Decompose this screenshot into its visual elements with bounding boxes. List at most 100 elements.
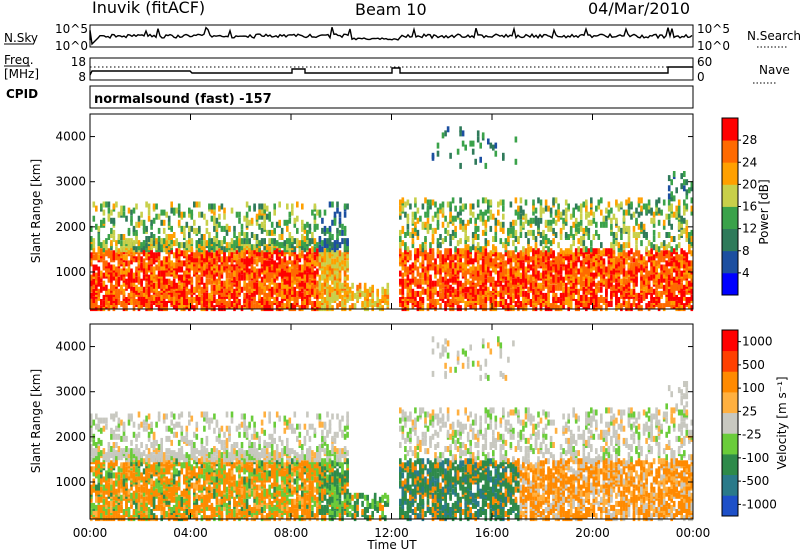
power-range-cell bbox=[117, 248, 121, 255]
power-range-cell bbox=[308, 272, 312, 279]
power-range-cell bbox=[120, 274, 123, 281]
power-range-cell bbox=[338, 260, 342, 267]
power-range-cell bbox=[665, 213, 668, 220]
power-range-cell bbox=[213, 242, 216, 249]
power-range-cell bbox=[474, 250, 477, 257]
power-range-cell bbox=[481, 197, 485, 204]
power-range-cell bbox=[112, 217, 116, 224]
power-range-cell bbox=[338, 211, 342, 218]
power-range-cell bbox=[429, 288, 432, 295]
power-range-cell bbox=[569, 262, 573, 269]
power-range-cell bbox=[517, 268, 520, 275]
power-range-cell bbox=[587, 219, 591, 226]
power-range-cell bbox=[150, 232, 153, 238]
power-range-cell bbox=[291, 203, 294, 210]
power-range-cell bbox=[690, 305, 694, 312]
power-range-cell bbox=[585, 205, 588, 212]
power-range-cell bbox=[436, 207, 440, 214]
power-range-cell bbox=[215, 278, 219, 285]
velocity-range-cell bbox=[100, 511, 103, 517]
power-range-cell bbox=[270, 238, 274, 245]
power-range-cell bbox=[328, 225, 332, 232]
power-range-cell bbox=[250, 256, 254, 263]
power-range-cell bbox=[130, 274, 133, 281]
velocity-range-cell bbox=[90, 466, 93, 473]
power-range-cell bbox=[507, 236, 510, 242]
velocity-range-cell bbox=[102, 484, 106, 491]
power-range-cell bbox=[487, 207, 490, 214]
power-range-cell bbox=[637, 262, 641, 269]
power-range-cell bbox=[642, 227, 646, 234]
power-range-cell bbox=[600, 242, 603, 249]
power-range-cell bbox=[220, 272, 224, 279]
power-range-cell bbox=[481, 219, 485, 226]
power-range-cell bbox=[667, 274, 671, 281]
power-range-cell bbox=[564, 299, 568, 305]
power-range-cell bbox=[193, 264, 196, 271]
power-range-cell bbox=[243, 215, 246, 222]
power-range-cell bbox=[683, 199, 686, 206]
power-range-cell bbox=[190, 238, 194, 245]
power-range-cell bbox=[291, 236, 294, 242]
power-range-cell bbox=[547, 254, 550, 261]
velocity-range-cell bbox=[102, 492, 106, 499]
power-range-cell bbox=[507, 240, 510, 247]
power-range-cell bbox=[554, 266, 558, 273]
power-range-cell bbox=[278, 234, 281, 240]
power-range-cell bbox=[160, 219, 163, 226]
power-range-cell bbox=[333, 211, 337, 218]
power-range-cell bbox=[298, 252, 302, 259]
velocity-range-cell bbox=[112, 433, 116, 440]
power-range-cell bbox=[582, 234, 586, 240]
power-range-cell bbox=[476, 234, 480, 240]
power-range-cell bbox=[102, 280, 106, 287]
power-range-cell bbox=[233, 305, 236, 312]
power-range-cell bbox=[122, 205, 126, 212]
power-range-cell bbox=[162, 301, 166, 307]
power-range-cell bbox=[487, 252, 490, 259]
power-range-cell bbox=[263, 276, 266, 283]
power-range-cell bbox=[569, 299, 573, 305]
power-range-cell bbox=[479, 264, 482, 271]
power-range-cell bbox=[504, 250, 508, 257]
power-range-cell bbox=[313, 282, 317, 289]
power-range-cell bbox=[132, 305, 136, 312]
power-range-cell bbox=[497, 252, 500, 259]
power-range-cell bbox=[100, 219, 103, 226]
power-range-cell bbox=[499, 225, 503, 232]
power-range-cell bbox=[245, 299, 249, 305]
power-range-cell bbox=[469, 280, 472, 287]
power-range-cell bbox=[233, 254, 236, 261]
power-range-cell bbox=[323, 238, 327, 245]
power-range-cell bbox=[542, 301, 545, 307]
power-range-cell bbox=[298, 284, 302, 291]
power-range-cell bbox=[419, 244, 422, 251]
power-range-cell bbox=[592, 280, 596, 287]
power-range-cell bbox=[441, 282, 445, 289]
power-range-cell bbox=[667, 268, 671, 275]
power-range-cell bbox=[640, 268, 643, 275]
power-range-cell bbox=[441, 258, 445, 265]
velocity-range-cell bbox=[100, 496, 103, 503]
power-range-cell bbox=[657, 232, 661, 238]
velocity-range-cell bbox=[107, 442, 111, 448]
velocity-range-cell bbox=[105, 456, 108, 463]
power-range-cell bbox=[230, 286, 234, 293]
power-range-cell bbox=[509, 299, 513, 305]
power-range-cell bbox=[504, 238, 508, 245]
power-range-cell bbox=[499, 221, 503, 228]
power-range-cell bbox=[444, 215, 447, 222]
power-range-cell bbox=[471, 244, 475, 251]
power-range-cell bbox=[677, 254, 681, 261]
power-range-cell bbox=[100, 299, 103, 305]
power-range-cell bbox=[336, 256, 339, 263]
power-range-cell bbox=[519, 250, 523, 257]
power-range-cell bbox=[421, 305, 425, 312]
power-range-cell bbox=[529, 229, 533, 236]
power-range-cell bbox=[213, 236, 216, 242]
power-range-cell bbox=[255, 250, 259, 257]
power-range-cell bbox=[303, 246, 307, 253]
power-range-cell bbox=[205, 256, 209, 263]
power-range-cell bbox=[517, 209, 520, 216]
power-range-cell bbox=[507, 292, 510, 299]
